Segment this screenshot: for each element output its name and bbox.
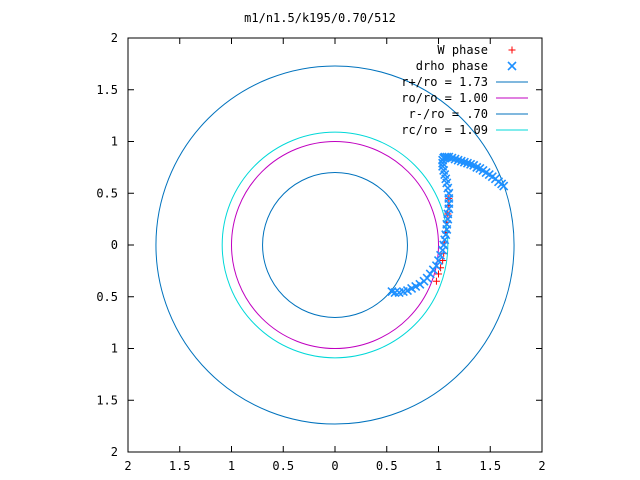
cross-marker-b xyxy=(442,178,452,188)
radius-circle xyxy=(221,131,449,359)
cross-marker-b xyxy=(440,152,450,162)
radius-circle xyxy=(155,65,515,425)
cross-marker-b xyxy=(444,152,454,162)
drho-phase-point xyxy=(447,153,457,163)
cross-marker-b xyxy=(431,261,441,271)
w-phase-point xyxy=(432,277,440,285)
drho-phase-point xyxy=(436,250,446,260)
cross-marker-b xyxy=(442,152,452,162)
x-tick-label: 1.5 xyxy=(479,459,501,473)
legend: W phase drho phase r+/ro = 1.73 ro/ro = 1.0… xyxy=(401,43,528,137)
x-tick-label: 0.5 xyxy=(376,459,398,473)
y-tick-label: 2 xyxy=(111,445,118,459)
cross-marker-b xyxy=(436,250,446,260)
cross-marker-b xyxy=(462,158,473,168)
legend-label: ro/ro = 1.00 xyxy=(401,91,488,105)
drho-phase-point xyxy=(453,155,463,165)
cross-marker-b xyxy=(507,61,517,71)
cross-marker-b xyxy=(443,183,453,193)
y-tick-label: 2 xyxy=(111,31,118,45)
y-tick-label: 0.5 xyxy=(96,290,118,304)
drho-phase-point xyxy=(456,156,466,166)
phase-points xyxy=(387,152,509,298)
cross-marker-b xyxy=(459,157,469,167)
drho-phase-point xyxy=(444,152,454,162)
w-phase-point xyxy=(435,270,442,278)
cross-marker-b xyxy=(453,155,463,165)
drho-phase-point xyxy=(459,157,469,167)
cross-marker-b xyxy=(444,188,454,198)
legend-marker xyxy=(507,61,517,71)
y-tick-label: 1.5 xyxy=(96,393,118,407)
legend-label: rc/ro = 1.09 xyxy=(401,123,488,137)
drho-phase-point xyxy=(431,261,441,271)
y-tick-label: 0.5 xyxy=(96,186,118,200)
legend-label: r+/ro = 1.73 xyxy=(401,75,488,89)
cross-marker-b xyxy=(456,156,466,166)
drho-phase-point xyxy=(440,152,450,162)
cross-marker-b xyxy=(433,255,444,266)
cross-marker-b xyxy=(441,174,451,184)
drho-phase-point xyxy=(387,287,397,297)
drho-phase-point xyxy=(499,181,509,191)
x-tick-label: 0.5 xyxy=(272,459,294,473)
radius-circle xyxy=(262,172,408,318)
drho-phase-point xyxy=(450,154,460,164)
drho-phase-point xyxy=(433,255,444,266)
legend-label: r-/ro = .70 xyxy=(409,107,488,121)
x-tick-label: 0 xyxy=(331,459,338,473)
x-tick-label: 1 xyxy=(435,459,442,473)
legend-label: W phase xyxy=(437,43,488,57)
drho-phase-point xyxy=(390,288,400,298)
legend-label: drho phase xyxy=(416,59,488,73)
cross-marker-b xyxy=(472,162,482,172)
y-tick-label: 1.5 xyxy=(96,83,118,97)
chart-title: m1/n1.5/k195/0.70/512 xyxy=(244,11,396,25)
y-tick-label: 0 xyxy=(111,238,118,252)
cross-marker-b xyxy=(499,181,509,191)
cross-marker-b xyxy=(466,159,476,169)
axis-ticks: 2 1.5 1 0.5 0 0.5 1 1.5 221.510.500.511.52 xyxy=(96,31,545,473)
cross-marker-b xyxy=(390,288,400,298)
cross-marker-b xyxy=(387,287,397,297)
cross-marker-b xyxy=(440,170,450,180)
reference-circles xyxy=(155,65,515,425)
cross-marker-b xyxy=(439,165,449,176)
cross-marker-b xyxy=(447,153,457,163)
x-tick-label: 2 xyxy=(538,459,545,473)
y-tick-label: 1 xyxy=(111,342,118,356)
drho-phase-point xyxy=(472,162,482,172)
x-tick-label: 1 xyxy=(228,459,235,473)
y-tick-label: 1 xyxy=(111,135,118,149)
x-tick-label: 1.5 xyxy=(169,459,191,473)
cross-marker-b xyxy=(450,154,460,164)
legend-marker xyxy=(508,46,516,54)
drho-phase-point xyxy=(466,159,476,169)
x-tick-label: 2 xyxy=(124,459,131,473)
radius-circle xyxy=(231,141,439,349)
drho-phase-point xyxy=(462,158,473,168)
